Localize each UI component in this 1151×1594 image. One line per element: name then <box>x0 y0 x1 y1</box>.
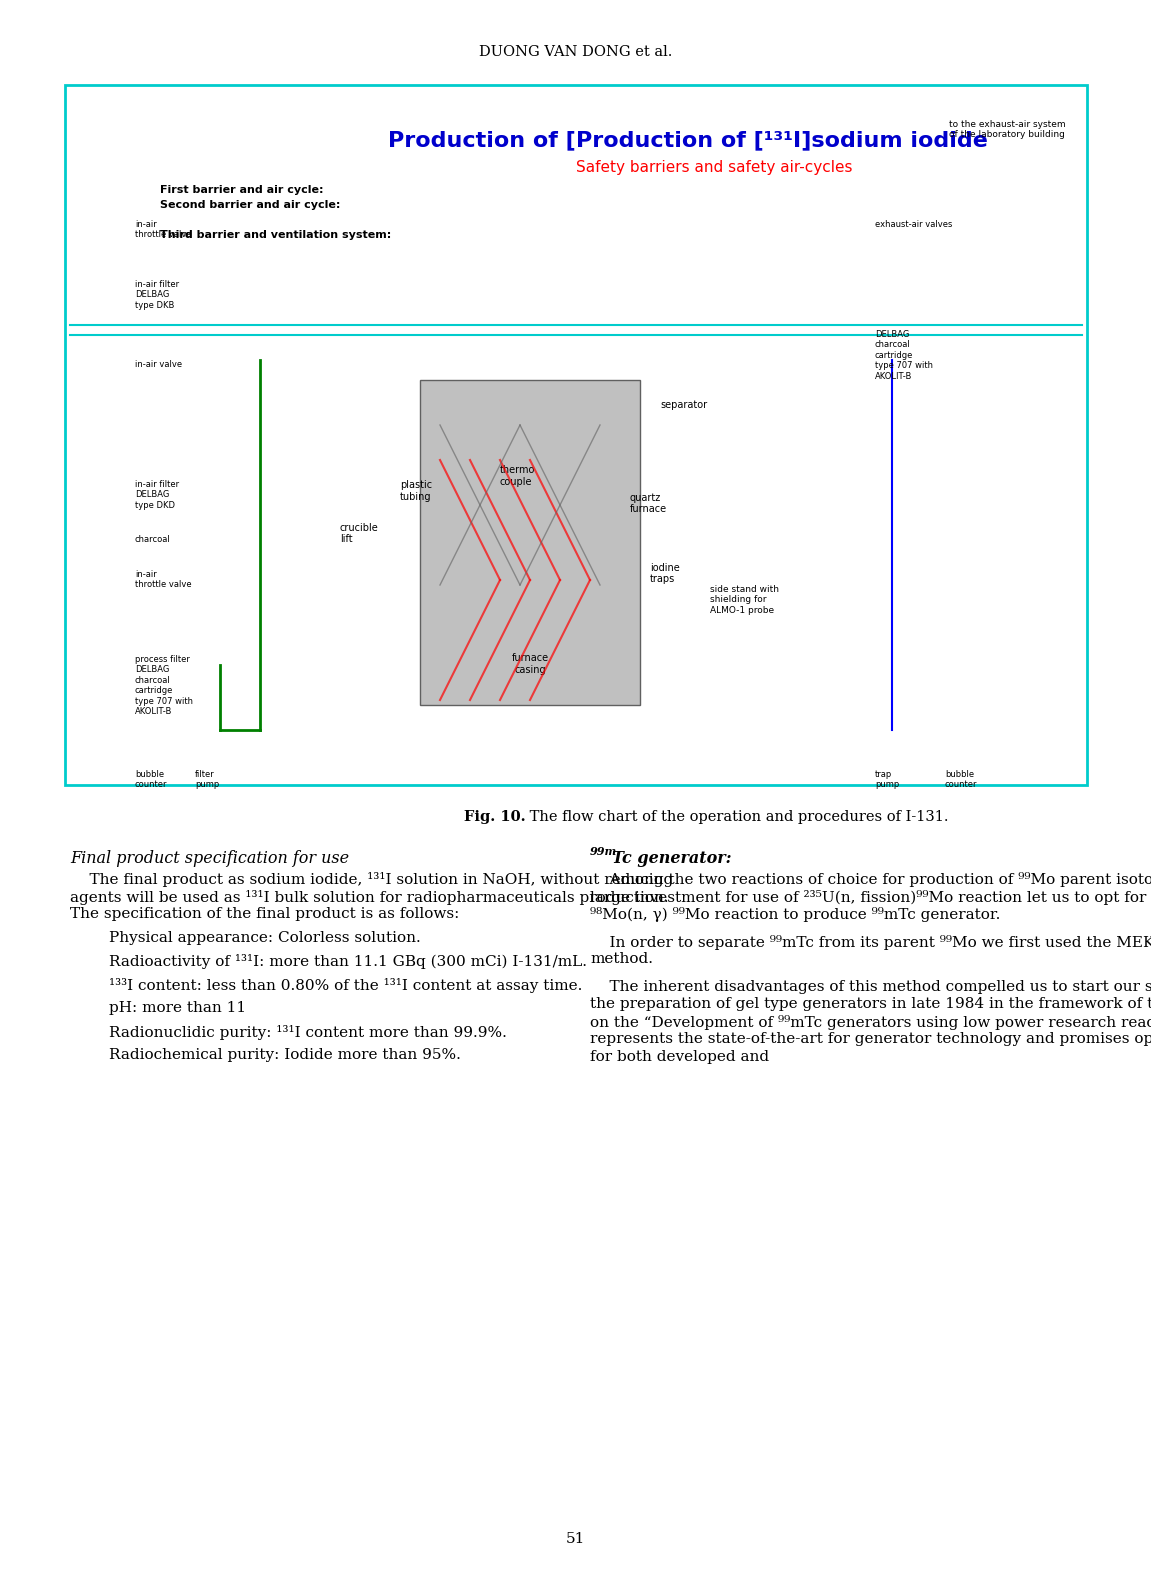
Text: plastic
tubing: plastic tubing <box>401 480 432 502</box>
Text: process filter
DELBAG
charcoal
cartridge
type 707 with
AKOLIT-B: process filter DELBAG charcoal cartridge… <box>135 655 193 716</box>
Text: furnace
casing: furnace casing <box>511 654 549 674</box>
Text: Safety barriers and safety air-cycles: Safety barriers and safety air-cycles <box>576 159 853 175</box>
Text: to the exhaust-air system
of the laboratory building: to the exhaust-air system of the laborat… <box>948 120 1066 139</box>
Text: method.: method. <box>590 952 653 966</box>
Text: crucible
lift: crucible lift <box>340 523 379 544</box>
Text: in-air filter
DELBAG
type DKB: in-air filter DELBAG type DKB <box>135 281 180 309</box>
Bar <box>64 84 1087 784</box>
Text: pH: more than 11: pH: more than 11 <box>70 1001 246 1015</box>
Text: Physical appearance: Colorless solution.: Physical appearance: Colorless solution. <box>70 931 421 945</box>
Text: In order to separate ⁹⁹mTc from its parent ⁹⁹Mo we first used the MEK extraction: In order to separate ⁹⁹mTc from its pare… <box>590 934 1151 950</box>
Text: Second barrier and air cycle:: Second barrier and air cycle: <box>160 199 341 210</box>
Text: Production of [¹³¹I]sodium iodide: Production of [¹³¹I]sodium iodide <box>576 131 988 150</box>
Text: agents will be used as ¹³¹I bulk solution for radiopharmaceuticals production.: agents will be used as ¹³¹I bulk solutio… <box>70 889 669 904</box>
Text: The final product as sodium iodide, ¹³¹I solution in NaOH, without reducing: The final product as sodium iodide, ¹³¹I… <box>70 872 673 886</box>
Bar <box>420 379 640 705</box>
Text: Radionuclidic purity: ¹³¹I content more than 99.9%.: Radionuclidic purity: ¹³¹I content more … <box>70 1025 506 1039</box>
Text: thermo
couple: thermo couple <box>500 465 535 486</box>
Text: 99m: 99m <box>590 846 617 858</box>
Text: Third barrier and ventilation system:: Third barrier and ventilation system: <box>160 230 391 241</box>
Text: bubble
counter: bubble counter <box>135 770 168 789</box>
Text: on the “Development of ⁹⁹mTc generators using low power research reactor”. This: on the “Development of ⁹⁹mTc generators … <box>590 1014 1151 1030</box>
Text: exhaust-air valves: exhaust-air valves <box>875 220 952 230</box>
Text: 51: 51 <box>566 1532 585 1546</box>
Text: for both developed and: for both developed and <box>590 1049 769 1063</box>
Text: Radiochemical purity: Iodide more than 95%.: Radiochemical purity: Iodide more than 9… <box>70 1047 460 1062</box>
Text: represents the state-of-the-art for generator technology and promises opportunit: represents the state-of-the-art for gene… <box>590 1031 1151 1046</box>
Text: in-air
throttle valve: in-air throttle valve <box>135 220 191 239</box>
Text: First barrier and air cycle:: First barrier and air cycle: <box>160 185 323 194</box>
Text: Fig. 10.: Fig. 10. <box>464 810 526 824</box>
Text: trap
pump: trap pump <box>875 770 899 789</box>
Text: bubble
counter: bubble counter <box>945 770 977 789</box>
Text: charcoal: charcoal <box>135 536 170 544</box>
Text: quartz
furnace: quartz furnace <box>630 493 668 515</box>
Text: Tc generator:: Tc generator: <box>612 850 732 867</box>
Text: ⁹⁸Mo(n, γ) ⁹⁹Mo reaction to produce ⁹⁹mTc generator.: ⁹⁸Mo(n, γ) ⁹⁹Mo reaction to produce ⁹⁹mT… <box>590 907 1000 921</box>
Text: in-air
throttle valve: in-air throttle valve <box>135 571 191 590</box>
Text: DUONG VAN DONG et al.: DUONG VAN DONG et al. <box>479 45 672 59</box>
Text: separator: separator <box>660 400 707 410</box>
Text: large investment for use of ²³⁵U(n, fission)⁹⁹Mo reaction let us to opt for the: large investment for use of ²³⁵U(n, fiss… <box>590 889 1151 904</box>
Text: ¹³³I content: less than 0.80% of the ¹³¹I content at assay time.: ¹³³I content: less than 0.80% of the ¹³¹… <box>70 977 582 993</box>
Text: Final product specification for use: Final product specification for use <box>70 850 349 867</box>
Text: Radioactivity of ¹³¹I: more than 11.1 GBq (300 mCi) I-131/mL.: Radioactivity of ¹³¹I: more than 11.1 GB… <box>70 953 587 969</box>
Text: filter
pump: filter pump <box>195 770 219 789</box>
Text: the preparation of gel type generators in late 1984 in the framework of the IAEA: the preparation of gel type generators i… <box>590 996 1151 1011</box>
Text: The inherent disadvantages of this method compelled us to start our studies on: The inherent disadvantages of this metho… <box>590 979 1151 993</box>
Text: The flow chart of the operation and procedures of I-131.: The flow chart of the operation and proc… <box>526 810 950 824</box>
Text: iodine
traps: iodine traps <box>650 563 680 583</box>
Text: The specification of the final product is as follows:: The specification of the final product i… <box>70 907 459 921</box>
Text: Production of [: Production of [ <box>388 131 576 150</box>
Text: in-air filter
DELBAG
type DKD: in-air filter DELBAG type DKD <box>135 480 180 510</box>
Text: in-air valve: in-air valve <box>135 360 182 368</box>
Text: side stand with
shielding for
ALMO-1 probe: side stand with shielding for ALMO-1 pro… <box>710 585 779 615</box>
Text: DELBAG
charcoal
cartridge
type 707 with
AKOLIT-B: DELBAG charcoal cartridge type 707 with … <box>875 330 933 381</box>
Text: Among the two reactions of choice for production of ⁹⁹Mo parent isotope, the: Among the two reactions of choice for pr… <box>590 872 1151 886</box>
